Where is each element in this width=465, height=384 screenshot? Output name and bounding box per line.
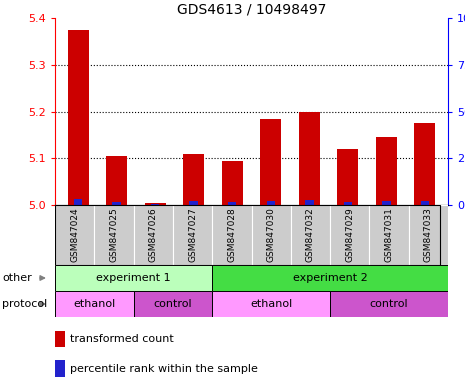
Text: GSM847032: GSM847032 [306, 208, 315, 262]
Bar [212, 265, 448, 291]
Text: experiment 1: experiment 1 [96, 273, 171, 283]
Bar [414, 123, 436, 205]
Text: transformed count: transformed count [70, 334, 174, 344]
Bar [299, 111, 320, 205]
Bar [106, 156, 127, 205]
Bar [133, 291, 212, 317]
Text: GSM847026: GSM847026 [149, 208, 158, 262]
Bar [173, 205, 212, 265]
Bar [330, 205, 369, 265]
Bar [382, 201, 391, 205]
Bar [291, 205, 330, 265]
Bar [151, 204, 159, 205]
Text: ethanol: ethanol [73, 299, 115, 309]
Bar [305, 200, 313, 205]
Text: GSM847033: GSM847033 [424, 208, 433, 262]
Text: other: other [2, 273, 32, 283]
Text: GSM847028: GSM847028 [227, 208, 236, 262]
Bar [266, 201, 275, 205]
Bar [252, 205, 291, 265]
Bar [344, 202, 352, 205]
Bar [183, 154, 204, 205]
Bar [337, 149, 359, 205]
Text: GSM847031: GSM847031 [385, 208, 393, 262]
Bar [145, 203, 166, 205]
Bar [369, 205, 409, 265]
Text: experiment 2: experiment 2 [293, 273, 367, 283]
Bar [74, 199, 82, 205]
Bar [189, 201, 198, 205]
Bar [113, 202, 121, 205]
Bar [212, 291, 330, 317]
Bar [67, 30, 89, 205]
Bar [55, 205, 94, 265]
Text: protocol: protocol [2, 299, 47, 309]
Text: ethanol: ethanol [250, 299, 292, 309]
Text: GSM847029: GSM847029 [345, 208, 354, 262]
Bar [55, 361, 65, 377]
Bar [55, 265, 212, 291]
Text: GSM847030: GSM847030 [266, 208, 276, 262]
Text: percentile rank within the sample: percentile rank within the sample [70, 364, 258, 374]
Text: GSM847024: GSM847024 [70, 208, 79, 262]
Bar [55, 291, 133, 317]
Bar [133, 205, 173, 265]
Bar [228, 202, 237, 205]
Bar [212, 205, 252, 265]
Text: GSM847027: GSM847027 [188, 208, 197, 262]
Text: control: control [153, 299, 192, 309]
Bar [421, 201, 429, 205]
Bar [409, 205, 448, 265]
Text: GSM847025: GSM847025 [109, 208, 119, 262]
Bar [260, 119, 281, 205]
Bar [222, 161, 243, 205]
Bar [376, 137, 397, 205]
Bar [330, 291, 448, 317]
Bar [55, 331, 65, 348]
Title: GDS4613 / 10498497: GDS4613 / 10498497 [177, 3, 326, 17]
Bar [94, 205, 133, 265]
Text: control: control [370, 299, 408, 309]
